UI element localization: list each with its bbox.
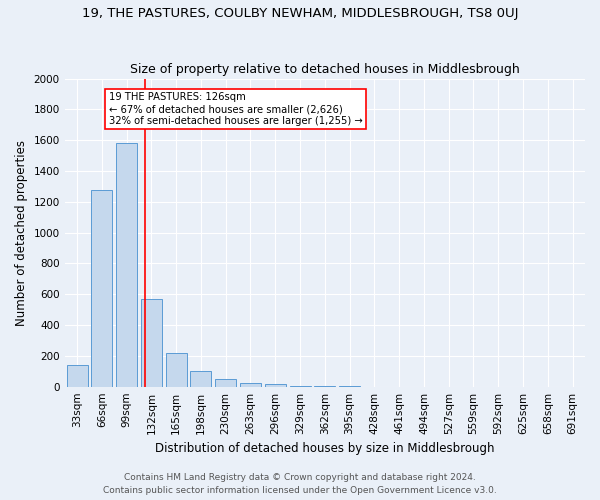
Bar (166, 353, 187, 386)
Y-axis label: Number of detached properties: Number of detached properties (15, 140, 28, 326)
Bar (190, 372, 211, 386)
Title: Size of property relative to detached houses in Middlesbrough: Size of property relative to detached ho… (130, 63, 520, 76)
X-axis label: Distribution of detached houses by size in Middlesbrough: Distribution of detached houses by size … (155, 442, 494, 455)
Text: 19 THE PASTURES: 126sqm
← 67% of detached houses are smaller (2,626)
32% of semi: 19 THE PASTURES: 126sqm ← 67% of detache… (109, 92, 362, 126)
Bar (240, 384, 261, 386)
Bar (91, 190, 112, 386)
Bar (67, 365, 88, 386)
Text: Contains HM Land Registry data © Crown copyright and database right 2024.
Contai: Contains HM Land Registry data © Crown c… (103, 474, 497, 495)
Bar (265, 384, 286, 386)
Text: 19, THE PASTURES, COULBY NEWHAM, MIDDLESBROUGH, TS8 0UJ: 19, THE PASTURES, COULBY NEWHAM, MIDDLES… (82, 8, 518, 20)
Bar (141, 299, 162, 386)
Bar (116, 144, 137, 386)
Bar (215, 378, 236, 386)
